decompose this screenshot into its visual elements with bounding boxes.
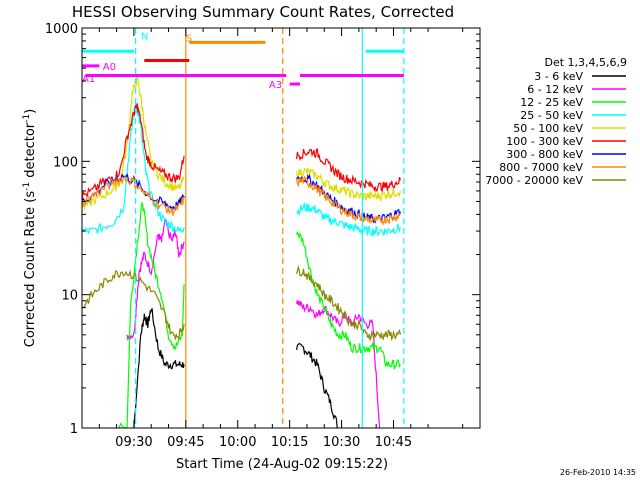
series-line-3 — [296, 202, 401, 238]
legend-title: Det 1,3,4,5,6,9 — [544, 56, 627, 69]
series-line-8 — [296, 264, 401, 342]
axis-layer: 1 10 100 1000 09:30 09:45 10:00 10:15 10:30 10:45 — [45, 22, 480, 450]
x-tick-label-3: 10:15 — [271, 435, 308, 450]
chart-title: HESSI Observing Summary Count Rates, Cor… — [72, 3, 454, 21]
x-axis-label: Start Time (24-Aug-02 09:15:22) — [176, 457, 388, 472]
series-line-1 — [126, 218, 185, 342]
plot-frame — [81, 27, 481, 429]
x-tick-label-4: 10:30 — [323, 435, 360, 450]
series-line-2 — [296, 230, 401, 370]
series-line-1 — [296, 300, 381, 428]
legend-label-0: 3 - 6 keV — [534, 70, 583, 83]
series-line-5 — [296, 148, 401, 193]
footer-timestamp: 26-Feb-2010 14:35 — [560, 468, 636, 477]
series-layer — [82, 72, 401, 428]
series-line-7 — [82, 175, 185, 216]
flag-label-1: S — [186, 33, 192, 44]
y-axis-label: Corrected Count Rate (s-1 detector-1) — [22, 109, 38, 347]
flag-layer: N S A0 A1 A3 — [82, 28, 405, 428]
series-line-6 — [296, 173, 401, 224]
series-line-4 — [296, 166, 401, 203]
series-line-3 — [82, 102, 185, 235]
y-tick-label-0: 1 — [70, 422, 78, 437]
legend-label-3: 25 - 50 keV — [520, 109, 583, 122]
series-line-2 — [116, 201, 185, 428]
x-tick-label-5: 10:45 — [375, 435, 412, 450]
legend-label-5: 100 - 300 keV — [506, 135, 583, 148]
series-line-8 — [82, 269, 185, 340]
series-line-5 — [82, 103, 185, 200]
legend-label-4: 50 - 100 keV — [513, 122, 583, 135]
legend-label-2: 12 - 25 keV — [520, 96, 583, 109]
flag-label-4: A3 — [269, 80, 282, 91]
y-tick-label-1: 10 — [61, 289, 78, 304]
x-tick-label-2: 10:00 — [219, 435, 256, 450]
legend-label-6: 300 - 800 keV — [506, 148, 583, 161]
flag-label-2: A0 — [103, 62, 116, 73]
series-line-0 — [296, 342, 339, 428]
series-line-7 — [296, 176, 401, 226]
legend-label-8: 7000 - 20000 keV — [485, 174, 583, 187]
x-tick-label-1: 09:45 — [167, 435, 204, 450]
y-tick-label-3: 1000 — [45, 22, 78, 37]
flag-label-0: N — [141, 31, 148, 42]
x-tick-label-0: 09:30 — [115, 435, 152, 450]
series-line-0 — [133, 308, 185, 428]
series-line-4 — [82, 72, 185, 211]
legend-label-7: 800 - 7000 keV — [499, 161, 583, 174]
flag-label-3: A1 — [82, 74, 95, 85]
y-tick-label-2: 100 — [53, 155, 78, 170]
legend-label-1: 6 - 12 keV — [527, 83, 583, 96]
